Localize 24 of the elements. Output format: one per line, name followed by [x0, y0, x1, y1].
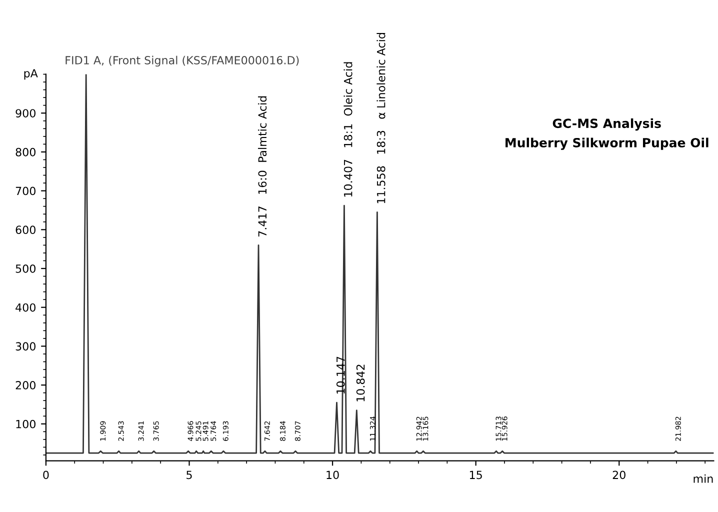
y-tick-label: 300 [16, 342, 36, 351]
x-tick-label: 20 [612, 470, 626, 480]
text: FID1 A, (Front Signal (KSS/FAME000016.D) [66, 56, 299, 67]
y-tick-label: 500 [16, 264, 36, 273]
text: Mulberry Silkworm Pupae Oil [506, 138, 708, 150]
y-axis-title: pA [24, 69, 38, 80]
y-tick-label: 200 [16, 381, 36, 390]
x-tick-label: 0 [43, 470, 49, 480]
annotation: 10.842 [356, 364, 365, 402]
x-tick-label: 15 [470, 470, 482, 480]
y-tick-label: 900 [16, 109, 36, 118]
y-tick-label: 800 [16, 148, 36, 156]
text: GC-MS Analysis [552, 118, 661, 131]
annotation: 11.558 18:3 α Linolenic Acid [376, 33, 386, 204]
annotation: 7.417 16:0 Palmtic Acid [258, 96, 267, 236]
x-tick-label: 5 [186, 470, 192, 480]
y-tick-label: 700 [16, 186, 36, 196]
x-axis-title: min [694, 474, 713, 483]
y-tick-label: 600 [16, 226, 36, 234]
y-tick-label: 400 [16, 303, 36, 312]
y-tick-label: 100 [16, 420, 36, 428]
x-tick-label: 10 [326, 470, 339, 480]
annotation: 10.147 [336, 356, 345, 394]
annotation: 10.407 18:1 Oleic Acid [344, 62, 352, 197]
